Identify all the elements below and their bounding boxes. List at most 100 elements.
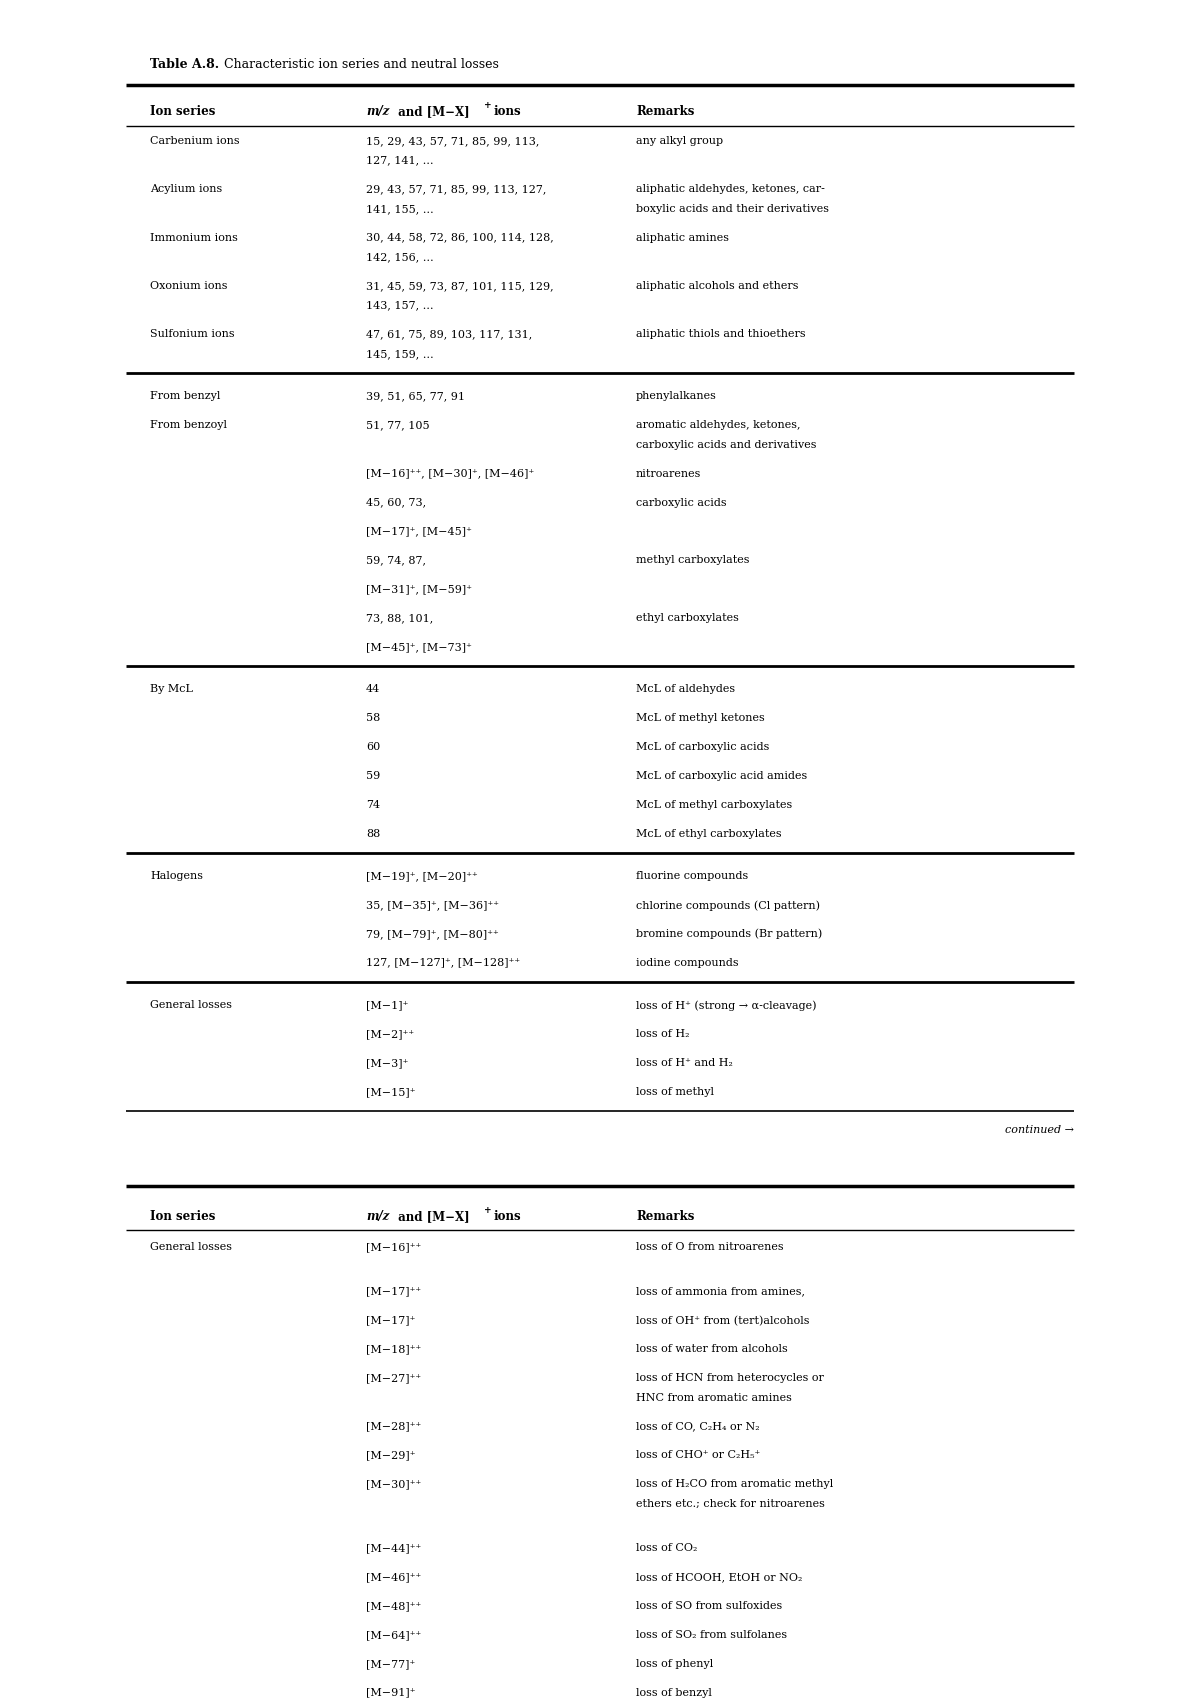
Text: [M−18]⁺⁺: [M−18]⁺⁺ [366,1345,421,1355]
Text: [M−48]⁺⁺: [M−48]⁺⁺ [366,1601,421,1611]
Text: boxylic acids and their derivatives: boxylic acids and their derivatives [636,204,829,214]
Text: 39, 51, 65, 77, 91: 39, 51, 65, 77, 91 [366,392,466,401]
Text: [M−3]⁺: [M−3]⁺ [366,1058,408,1068]
Text: and [M−X]: and [M−X] [394,1211,469,1223]
Text: m/z: m/z [366,1211,389,1223]
Text: Halogens: Halogens [150,871,203,881]
Text: 74: 74 [366,800,380,810]
Text: and [M−X]: and [M−X] [394,105,469,119]
Text: Acylium ions: Acylium ions [150,185,222,194]
Text: General losses: General losses [150,1243,232,1251]
Text: By McL: By McL [150,684,193,694]
Text: nitroarenes: nitroarenes [636,469,701,479]
Text: loss of H⁺ and H₂: loss of H⁺ and H₂ [636,1058,733,1068]
Text: [M−17]⁺⁺: [M−17]⁺⁺ [366,1287,421,1297]
Text: loss of HCN from heterocycles or: loss of HCN from heterocycles or [636,1374,824,1384]
Text: [M−31]⁺, [M−59]⁺: [M−31]⁺, [M−59]⁺ [366,584,472,594]
Text: +: + [484,1206,491,1214]
Text: [M−1]⁺: [M−1]⁺ [366,1000,408,1010]
Text: Remarks: Remarks [636,1211,695,1223]
Text: [M−17]⁺, [M−45]⁺: [M−17]⁺, [M−45]⁺ [366,526,472,537]
Text: From benzoyl: From benzoyl [150,419,227,430]
Text: 142, 156, …: 142, 156, … [366,253,433,261]
Text: 47, 61, 75, 89, 103, 117, 131,: 47, 61, 75, 89, 103, 117, 131, [366,329,533,340]
Text: 58: 58 [366,713,380,723]
Text: +: + [484,102,491,110]
Text: 31, 45, 59, 73, 87, 101, 115, 129,: 31, 45, 59, 73, 87, 101, 115, 129, [366,282,553,290]
Text: 30, 44, 58, 72, 86, 100, 114, 128,: 30, 44, 58, 72, 86, 100, 114, 128, [366,233,553,243]
Text: 143, 157, …: 143, 157, … [366,301,433,311]
Text: 35, [M−35]⁺, [M−36]⁺⁺: 35, [M−35]⁺, [M−36]⁺⁺ [366,900,499,910]
Text: HNC from aromatic amines: HNC from aromatic amines [636,1392,792,1403]
Text: McL of ethyl carboxylates: McL of ethyl carboxylates [636,829,781,839]
Text: [M−19]⁺, [M−20]⁺⁺: [M−19]⁺, [M−20]⁺⁺ [366,871,478,881]
Text: ions: ions [493,105,521,119]
Text: Oxonium ions: Oxonium ions [150,282,228,290]
Text: Ion series: Ion series [150,1211,215,1223]
Text: McL of carboxylic acid amides: McL of carboxylic acid amides [636,771,808,781]
Text: loss of SO₂ from sulfolanes: loss of SO₂ from sulfolanes [636,1630,787,1640]
Text: [M−46]⁺⁺: [M−46]⁺⁺ [366,1572,421,1583]
Text: [M−29]⁺: [M−29]⁺ [366,1450,415,1460]
Text: loss of CHO⁺ or C₂H₅⁺: loss of CHO⁺ or C₂H₅⁺ [636,1450,761,1460]
Text: Carbenium ions: Carbenium ions [150,136,240,146]
Text: 59, 74, 87,: 59, 74, 87, [366,555,426,565]
Text: fluorine compounds: fluorine compounds [636,871,749,881]
Text: loss of ammonia from amines,: loss of ammonia from amines, [636,1287,805,1297]
Text: loss of methyl: loss of methyl [636,1087,714,1097]
Text: [M−17]⁺: [M−17]⁺ [366,1316,415,1326]
Text: 141, 155, …: 141, 155, … [366,204,433,214]
Text: loss of water from alcohols: loss of water from alcohols [636,1345,787,1355]
Text: Characteristic ion series and neutral losses: Characteristic ion series and neutral lo… [220,58,498,71]
Text: loss of H⁺ (strong → α-cleavage): loss of H⁺ (strong → α-cleavage) [636,1000,816,1010]
Text: 51, 77, 105: 51, 77, 105 [366,419,430,430]
Text: 59: 59 [366,771,380,781]
Text: [M−15]⁺: [M−15]⁺ [366,1087,415,1097]
Text: aliphatic amines: aliphatic amines [636,233,730,243]
Text: loss of SO from sulfoxides: loss of SO from sulfoxides [636,1601,782,1611]
Text: McL of methyl ketones: McL of methyl ketones [636,713,764,723]
Text: carboxylic acids: carboxylic acids [636,498,727,508]
Text: loss of CO₂: loss of CO₂ [636,1543,697,1554]
Text: loss of H₂: loss of H₂ [636,1029,690,1039]
Text: [M−2]⁺⁺: [M−2]⁺⁺ [366,1029,414,1039]
Text: carboxylic acids and derivatives: carboxylic acids and derivatives [636,440,816,450]
Text: loss of phenyl: loss of phenyl [636,1659,713,1669]
Text: ethers etc.; check for nitroarenes: ethers etc.; check for nitroarenes [636,1499,824,1510]
Text: Remarks: Remarks [636,105,695,119]
Text: 127, 141, …: 127, 141, … [366,156,433,165]
Text: loss of OH⁺ from (tert)alcohols: loss of OH⁺ from (tert)alcohols [636,1316,810,1326]
Text: loss of O from nitroarenes: loss of O from nitroarenes [636,1243,784,1251]
Text: [M−28]⁺⁺: [M−28]⁺⁺ [366,1421,421,1431]
Text: continued →: continued → [1006,1126,1074,1134]
Text: loss of benzyl: loss of benzyl [636,1688,712,1698]
Text: From benzyl: From benzyl [150,392,221,401]
Text: 145, 159, …: 145, 159, … [366,350,433,358]
Text: 127, [M−127]⁺, [M−128]⁺⁺: 127, [M−127]⁺, [M−128]⁺⁺ [366,958,520,968]
Text: bromine compounds (Br pattern): bromine compounds (Br pattern) [636,929,822,939]
Text: 73, 88, 101,: 73, 88, 101, [366,613,433,623]
Text: methyl carboxylates: methyl carboxylates [636,555,750,565]
Text: Immonium ions: Immonium ions [150,233,238,243]
Text: [M−91]⁺: [M−91]⁺ [366,1688,415,1698]
Text: 45, 60, 73,: 45, 60, 73, [366,498,426,508]
Text: ions: ions [493,1211,521,1223]
Text: [M−64]⁺⁺: [M−64]⁺⁺ [366,1630,421,1640]
Text: [M−44]⁺⁺: [M−44]⁺⁺ [366,1543,421,1554]
Text: McL of methyl carboxylates: McL of methyl carboxylates [636,800,792,810]
Text: [M−16]⁺⁺, [M−30]⁺, [M−46]⁺: [M−16]⁺⁺, [M−30]⁺, [M−46]⁺ [366,469,534,479]
Text: [M−45]⁺, [M−73]⁺: [M−45]⁺, [M−73]⁺ [366,642,472,652]
Text: Ion series: Ion series [150,105,215,119]
Text: Sulfonium ions: Sulfonium ions [150,329,235,340]
Text: 15, 29, 43, 57, 71, 85, 99, 113,: 15, 29, 43, 57, 71, 85, 99, 113, [366,136,539,146]
Text: aliphatic aldehydes, ketones, car-: aliphatic aldehydes, ketones, car- [636,185,824,194]
Text: aliphatic thiols and thioethers: aliphatic thiols and thioethers [636,329,805,340]
Text: [M−27]⁺⁺: [M−27]⁺⁺ [366,1374,421,1384]
Text: chlorine compounds (Cl pattern): chlorine compounds (Cl pattern) [636,900,820,910]
Text: m/z: m/z [366,105,389,119]
Text: 88: 88 [366,829,380,839]
Text: aromatic aldehydes, ketones,: aromatic aldehydes, ketones, [636,419,800,430]
Text: any alkyl group: any alkyl group [636,136,724,146]
Text: loss of HCOOH, EtOH or NO₂: loss of HCOOH, EtOH or NO₂ [636,1572,803,1583]
Text: [M−16]⁺⁺: [M−16]⁺⁺ [366,1243,421,1251]
